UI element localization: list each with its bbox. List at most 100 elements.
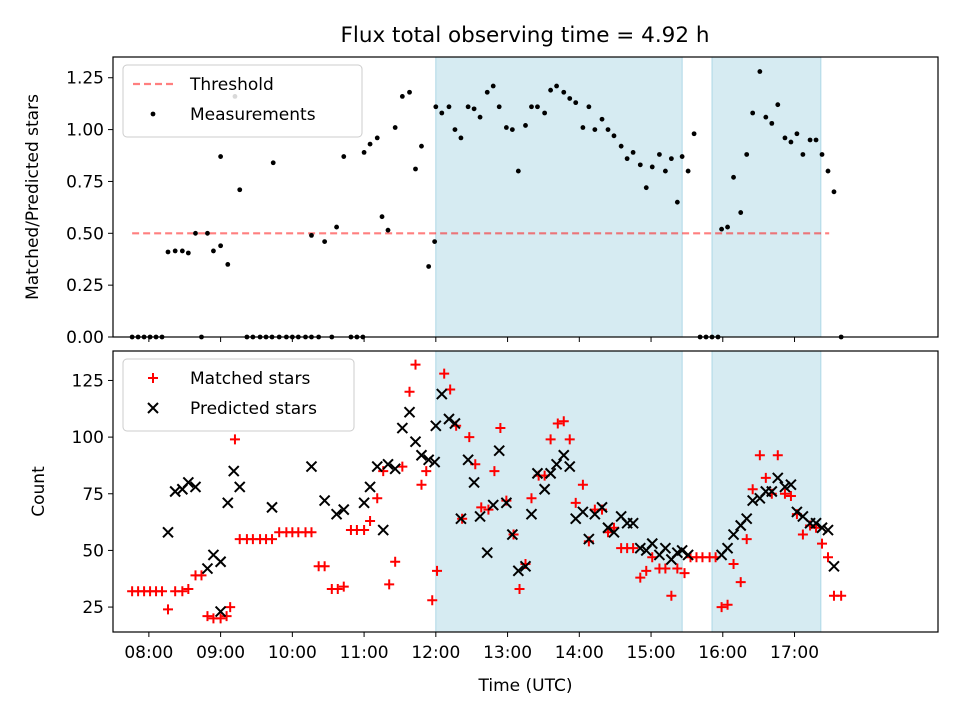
predicted-star-point <box>436 388 448 400</box>
matched-star-point <box>215 613 226 624</box>
measurement-point <box>465 104 471 110</box>
predicted-star-point <box>791 506 803 518</box>
matched-star-point <box>332 583 343 594</box>
matched-star-point <box>495 423 506 434</box>
matched-star-point <box>397 461 408 472</box>
predicted-star-point <box>234 481 246 493</box>
measurement-point <box>179 248 185 254</box>
measurement-point <box>361 150 367 155</box>
measurement-point <box>309 232 314 238</box>
y-axis-label: Matched/Predicted stars <box>23 94 43 300</box>
matched-star-point <box>526 493 537 504</box>
predicted-star-point <box>746 494 759 507</box>
measurement-point <box>374 135 380 141</box>
measurement-point <box>744 152 750 157</box>
matched-star-point <box>722 599 733 610</box>
matched-star-point <box>390 556 401 567</box>
predicted-star-point <box>810 517 822 529</box>
measurement-point <box>535 104 540 110</box>
measurement-point <box>193 230 198 236</box>
predicted-star-point <box>443 413 455 425</box>
measurement-point <box>668 156 674 162</box>
measurement-point <box>674 199 680 205</box>
predicted-star-point <box>538 483 551 495</box>
y-tick-label: 125 <box>72 371 104 391</box>
measurement-point <box>385 227 391 233</box>
measurement-point <box>580 125 586 130</box>
measurement-point <box>719 226 724 232</box>
matched-star-point <box>785 491 796 502</box>
predicted-star-point <box>396 422 409 434</box>
observing-window <box>435 57 683 337</box>
measurement-point <box>685 168 691 174</box>
measurement-point <box>831 189 837 195</box>
matched-star-point <box>225 602 236 613</box>
predicted-star-point <box>512 565 525 577</box>
predicted-star-point <box>468 476 480 489</box>
matched-star-point <box>635 572 646 583</box>
legend-label: Threshold <box>189 75 274 95</box>
matched-star-point <box>641 565 652 576</box>
predicted-star-point <box>214 556 227 568</box>
measurement-point <box>788 139 794 145</box>
legend-matched-swatch <box>148 373 158 383</box>
measurement-point <box>432 239 438 244</box>
matched-star-point <box>432 565 443 576</box>
measurement-point <box>592 127 598 132</box>
predicted-star-point <box>583 533 595 545</box>
predicted-star-point <box>676 544 688 557</box>
predicted-star-point <box>558 449 570 461</box>
x-tick-label: 14:00 <box>555 643 604 663</box>
y-tick-label: 50 <box>82 541 104 561</box>
measurement-point <box>649 164 655 170</box>
measurement-point <box>825 168 831 174</box>
legend: Threshold Measurements <box>122 64 363 138</box>
measurement-point <box>218 243 224 249</box>
x-tick-label: 12:00 <box>411 643 460 663</box>
x-axis-label: Time (UTC) <box>478 676 573 696</box>
predicted-star-point <box>338 503 350 516</box>
y-tick-label: 0.25 <box>66 276 104 296</box>
predicted-star-point <box>740 512 753 525</box>
matched-star-point <box>772 450 783 461</box>
matched-star-point <box>421 466 432 477</box>
observing-window <box>435 351 683 632</box>
predicted-star-point <box>779 481 791 493</box>
y-tick-label: 0.75 <box>66 172 104 192</box>
matched-star-point <box>229 434 240 445</box>
predicted-star-point <box>493 445 505 457</box>
axes-frame <box>112 56 939 338</box>
measurement-point <box>426 264 432 269</box>
matched-star-point <box>202 611 213 622</box>
predicted-star-point <box>222 497 234 509</box>
predicted-star-point <box>602 522 614 534</box>
matched-star-point <box>817 538 828 549</box>
measurement-point <box>471 106 477 112</box>
predicted-star-point <box>564 460 576 473</box>
predicted-star-point <box>449 417 461 430</box>
matched-star-point <box>464 432 475 443</box>
measurement-point <box>769 120 775 126</box>
predicted-star-point <box>474 510 486 523</box>
predicted-star-point <box>389 463 401 475</box>
matched-star-point <box>672 563 683 574</box>
predicted-star-point <box>646 537 658 550</box>
legend-predicted-swatch <box>147 402 159 414</box>
matched-star-point <box>558 416 569 427</box>
measurement-point <box>630 150 636 155</box>
matched-star-point <box>365 515 376 526</box>
predicted-star-point <box>596 501 608 514</box>
measurement-point <box>458 135 464 141</box>
matched-star-point <box>779 488 790 499</box>
predicted-star-point <box>371 460 383 473</box>
y-tick-label: 25 <box>82 598 104 618</box>
predicted-star-point <box>506 528 519 541</box>
measurement-point <box>529 104 534 110</box>
measurement-point <box>782 135 788 141</box>
measurement-point <box>503 125 509 130</box>
matched-star-point <box>196 570 207 581</box>
measurement-point <box>334 224 339 230</box>
measurement-point <box>218 154 224 159</box>
measurement-point <box>211 248 216 254</box>
matched-star-point <box>741 534 752 545</box>
